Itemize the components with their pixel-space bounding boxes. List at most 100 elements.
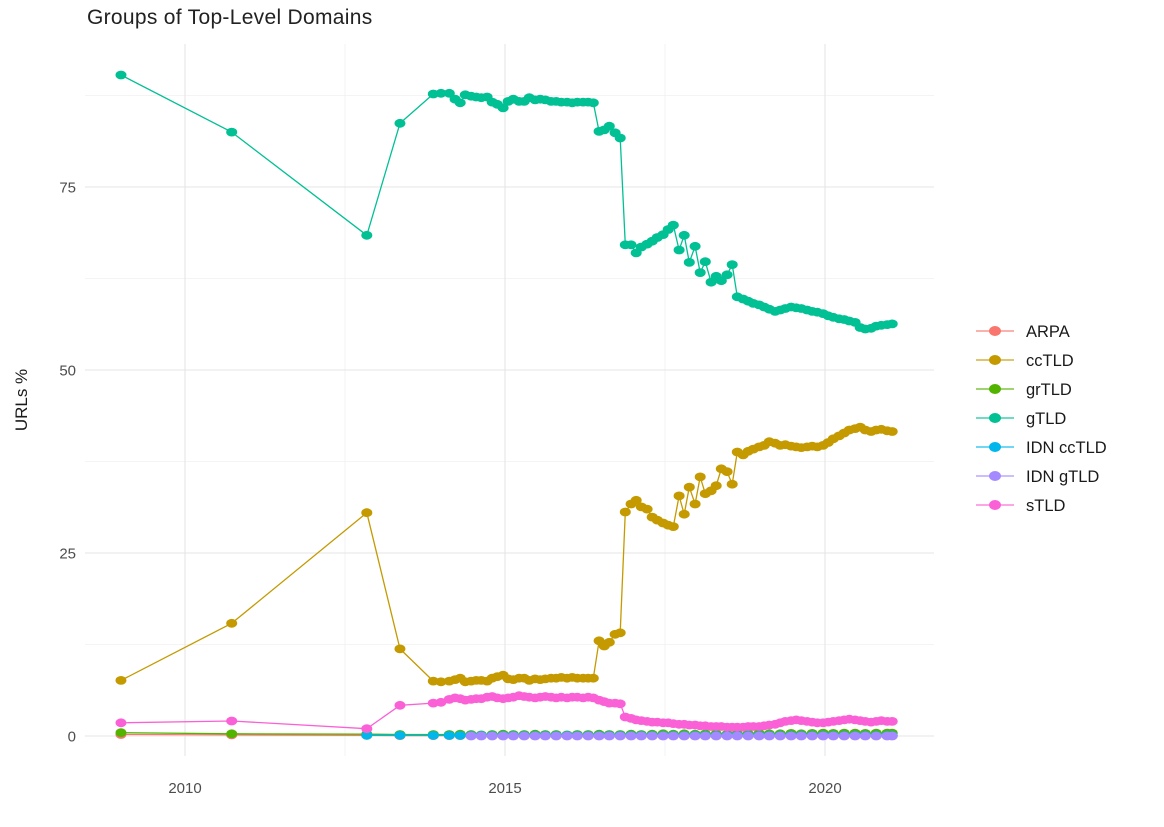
- series-point-cctld: [614, 628, 626, 638]
- series-point-idn-gtld: [817, 731, 829, 741]
- series-point-cctld: [667, 522, 679, 531]
- series-point-gtld: [361, 230, 373, 240]
- series-point-gtld: [394, 118, 406, 128]
- series-point-idn-gtld: [507, 731, 519, 741]
- series-point-gtld: [435, 88, 447, 98]
- series-point-gtld: [115, 70, 127, 80]
- series-point-grtld: [226, 729, 238, 739]
- series-point-idn-gtld: [497, 731, 509, 741]
- series-point-idn-gtld: [529, 731, 541, 741]
- series-point-idn-gtld: [678, 731, 690, 741]
- series-point-idn-gtld: [774, 731, 786, 741]
- series-point-gtld: [678, 230, 690, 240]
- series-point-gtld: [673, 245, 685, 255]
- series-point-idn-gtld: [859, 731, 871, 741]
- series-point-stld: [226, 716, 238, 726]
- series-point-idn-gtld: [806, 731, 818, 741]
- series-point-idn-gtld: [763, 731, 775, 741]
- x-tick-label: 2020: [808, 780, 841, 797]
- series-point-gtld: [689, 241, 701, 251]
- series-point-stld: [115, 718, 127, 728]
- series-point-cctld: [630, 495, 642, 505]
- chart-title: Groups of Top-Level Domains: [87, 6, 373, 29]
- series-point-stld: [614, 699, 626, 709]
- legend-label-gtld: gTLD: [1026, 410, 1066, 428]
- y-tick-label: 50: [59, 363, 76, 380]
- series-point-idn-gtld: [699, 731, 711, 741]
- series-point-cctld: [683, 482, 695, 492]
- series-point-idn-gtld: [550, 731, 562, 741]
- series-point-gtld: [443, 88, 455, 98]
- series-point-gtld: [667, 220, 679, 230]
- series-point-cctld: [678, 509, 690, 519]
- series-point-idn-gtld: [785, 731, 797, 741]
- series-point-gtld: [614, 133, 626, 143]
- series-point-stld: [394, 700, 406, 710]
- series-point-idn-gtld: [721, 731, 733, 741]
- series-point-idn-gtld: [582, 731, 594, 741]
- series-point-idn-gtld: [561, 731, 573, 741]
- series-point-gtld: [587, 98, 599, 108]
- series-point-gtld: [226, 127, 238, 137]
- series-point-idn-gtld: [518, 731, 530, 741]
- series-point-cctld: [710, 481, 722, 491]
- series-point-idn-cctld: [427, 731, 439, 740]
- legend-swatch-point-stld: [989, 500, 1001, 510]
- series-point-cctld: [361, 508, 373, 518]
- series-point-idn-gtld: [742, 731, 754, 741]
- series-point-idn-gtld: [731, 731, 743, 741]
- series-point-gtld: [886, 319, 898, 329]
- legend-swatch-point-idn-cctld: [989, 442, 1001, 452]
- series-point-stld: [435, 697, 447, 707]
- legend-label-idn-gtld: IDN gTLD: [1026, 468, 1099, 486]
- series-point-idn-gtld: [827, 731, 839, 741]
- series-point-cctld: [619, 507, 631, 517]
- y-axis-title: URLs %: [12, 368, 31, 432]
- legend-label-idn-cctld: IDN ccTLD: [1026, 439, 1107, 457]
- series-point-gtld: [625, 240, 637, 250]
- legend-label-stld: sTLD: [1026, 497, 1066, 515]
- legend-swatch-point-grtld: [989, 384, 1001, 394]
- series-point-gtld: [715, 276, 727, 286]
- series-point-idn-gtld: [710, 731, 722, 741]
- series-point-cctld: [673, 491, 685, 501]
- x-tick-label: 2015: [488, 780, 521, 797]
- series-point-cctld: [587, 673, 599, 683]
- series-point-idn-gtld: [475, 731, 487, 741]
- series-point-idn-gtld: [486, 731, 498, 741]
- y-tick-label: 0: [68, 729, 76, 746]
- series-point-cctld: [394, 644, 406, 654]
- series-point-cctld: [694, 472, 706, 482]
- legend-label-cctld: ccTLD: [1026, 352, 1074, 370]
- series-point-idn-gtld: [870, 731, 882, 741]
- series-point-cctld: [603, 637, 615, 647]
- series-point-cctld: [726, 479, 738, 489]
- series-point-cctld: [435, 677, 447, 687]
- series-point-idn-gtld: [753, 731, 765, 741]
- series-point-grtld: [115, 728, 127, 738]
- series-point-idn-cctld: [454, 731, 466, 740]
- series-point-gtld: [603, 121, 615, 131]
- series-point-gtld: [699, 257, 711, 267]
- series-point-idn-cctld: [443, 731, 455, 740]
- series-point-gtld: [497, 103, 509, 113]
- legend-swatch-point-arpa: [989, 326, 1001, 336]
- series-point-cctld: [689, 499, 701, 509]
- series-point-cctld: [115, 676, 127, 685]
- series-point-idn-gtld: [657, 731, 669, 741]
- x-tick-label: 2010: [168, 780, 201, 797]
- series-point-idn-gtld: [838, 731, 850, 741]
- series-point-stld: [361, 724, 373, 734]
- y-tick-label: 25: [59, 546, 76, 563]
- series-point-idn-cctld: [361, 730, 373, 740]
- series-point-idn-gtld: [614, 731, 626, 741]
- series-line-cctld: [120, 426, 893, 683]
- series-point-gtld: [721, 270, 733, 280]
- series-point-idn-gtld: [849, 731, 861, 741]
- series-line-gtld: [120, 74, 893, 330]
- legend-swatch-point-gtld: [989, 413, 1001, 423]
- series-point-cctld: [641, 504, 653, 514]
- legend-swatch-point-cctld: [989, 355, 1001, 365]
